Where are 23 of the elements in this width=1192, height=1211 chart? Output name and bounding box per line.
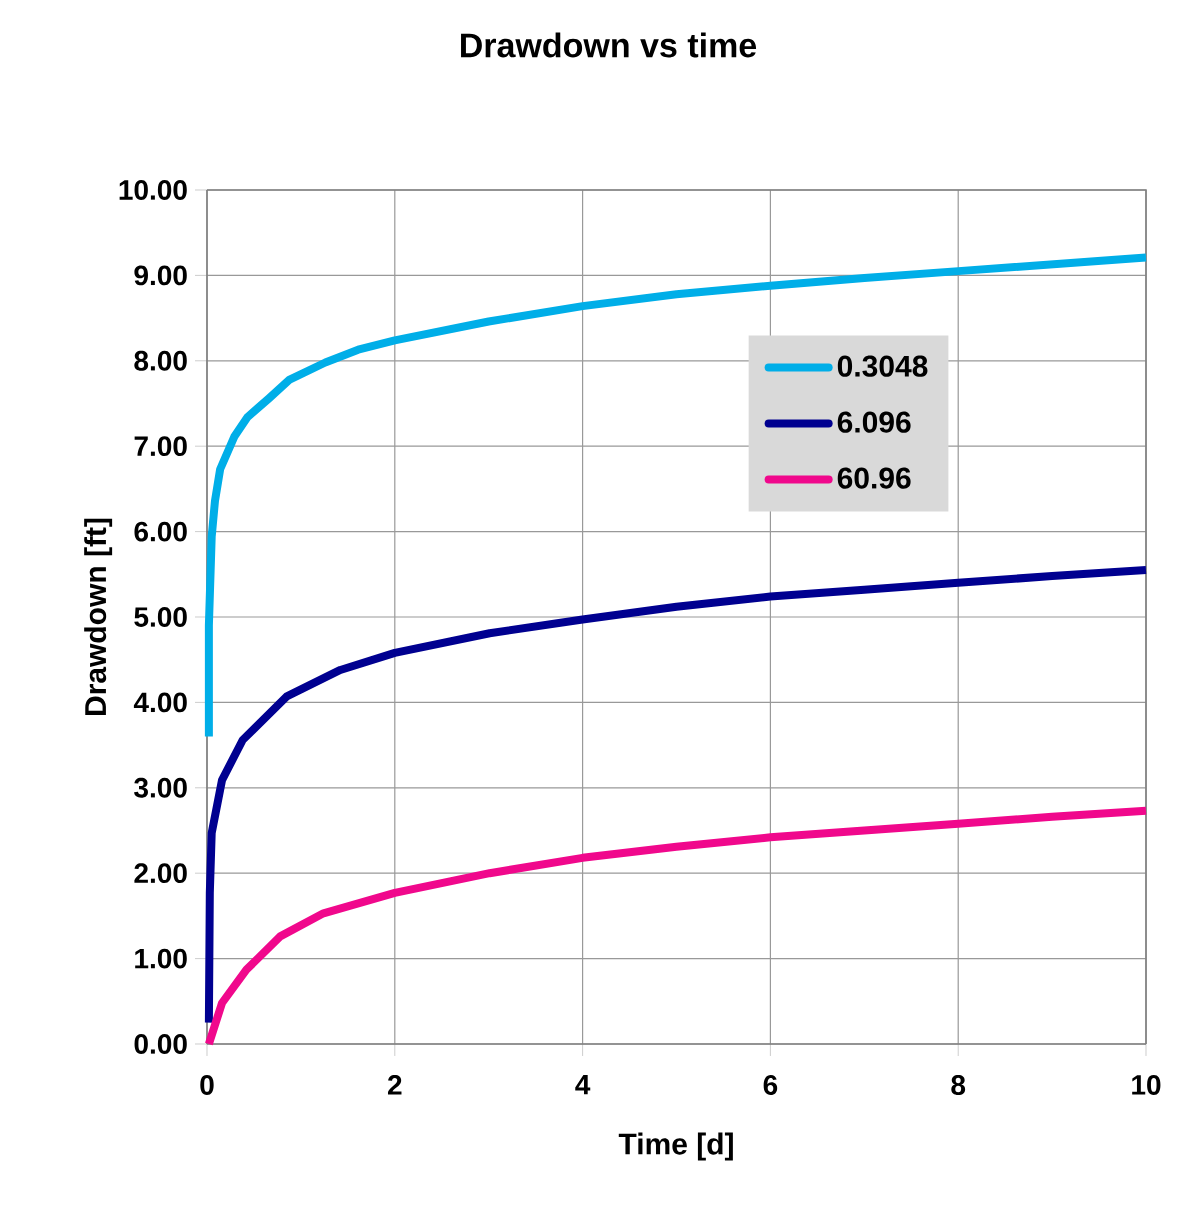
y-tick-label: 1.00 [135, 948, 187, 969]
y-tick-label: 4.00 [133, 692, 187, 713]
x-tick-label: 4 [575, 1075, 591, 1095]
y-tick-label: 6.00 [134, 521, 187, 542]
x-tick-label: 6 [763, 1075, 778, 1095]
x-tick-label: 10 [1132, 1075, 1161, 1095]
x-axis-title: Time [d] [618, 1132, 733, 1161]
y-tick-label: 3.00 [134, 777, 187, 798]
chart-title: Drawdown vs time [461, 32, 757, 58]
x-tick-label: 2 [387, 1075, 402, 1095]
x-tick-label: 0 [200, 1075, 214, 1095]
y-tick-label: 8.00 [134, 350, 187, 371]
y-tick-label: 0.00 [134, 1034, 187, 1054]
legend-label: 60.96 [837, 467, 911, 489]
y-axis-title: Drawdown [ft] [84, 518, 113, 715]
legend-label: 0.3048 [837, 355, 928, 377]
y-tick-label: 2.00 [134, 863, 187, 884]
y-tick-label: 10.00 [119, 180, 187, 200]
legend-label: 6.096 [837, 411, 911, 433]
y-tick-label: 9.00 [134, 265, 187, 286]
y-tick-label: 5.00 [134, 607, 187, 627]
y-tick-label: 7.00 [134, 436, 187, 457]
x-tick-label: 8 [951, 1075, 966, 1095]
